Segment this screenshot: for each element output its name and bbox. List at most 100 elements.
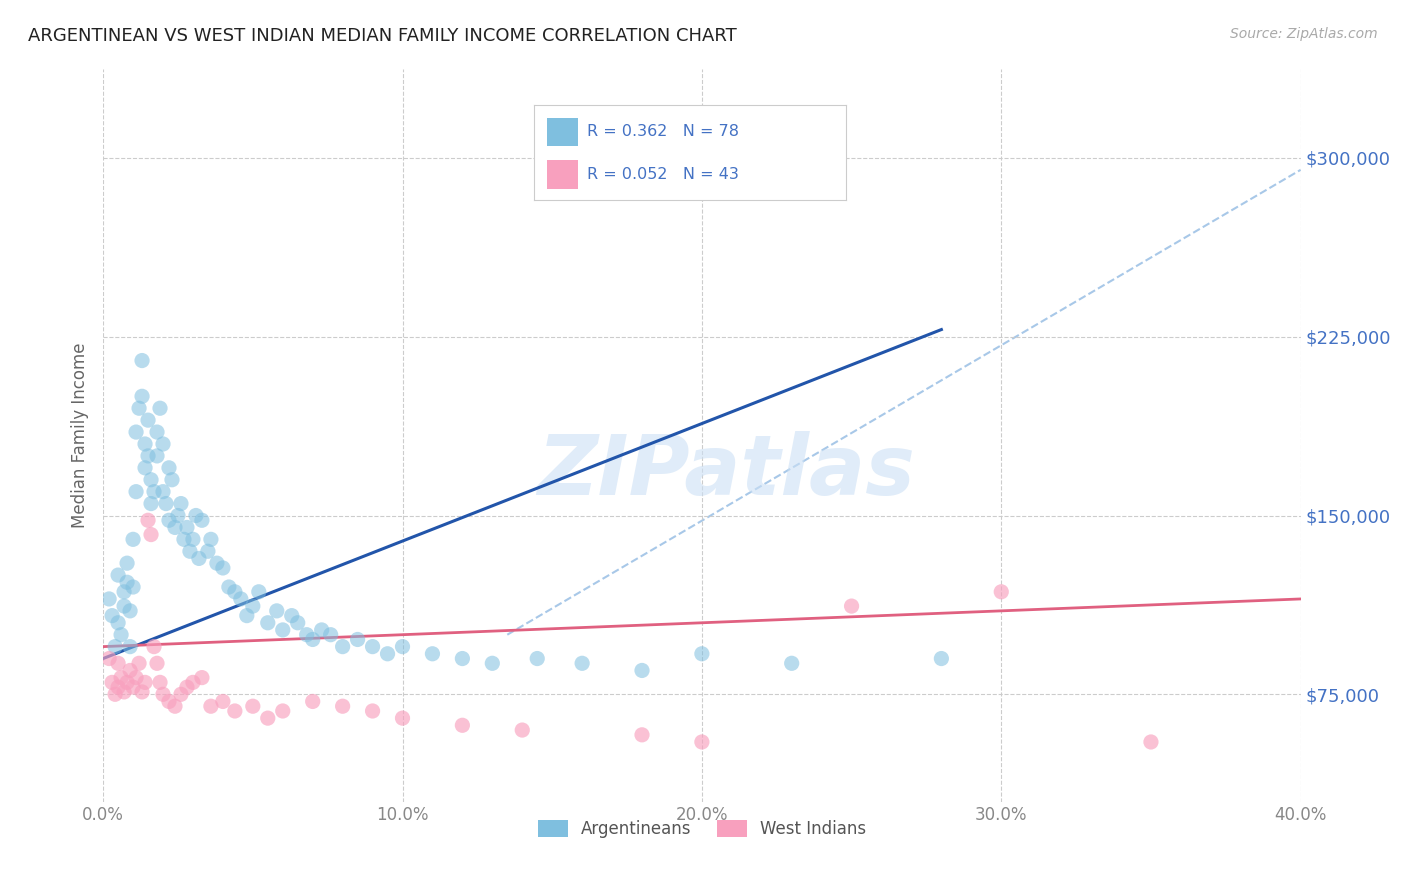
Y-axis label: Median Family Income: Median Family Income [72, 343, 89, 528]
Point [170, 497, 193, 511]
Point [173, 533, 195, 547]
Point [157, 513, 180, 527]
Point [136, 413, 159, 427]
Point [212, 694, 235, 708]
Point [136, 513, 159, 527]
Point [134, 460, 156, 475]
Point [510, 723, 533, 737]
Point [143, 484, 166, 499]
Point [143, 640, 166, 654]
Point [120, 640, 142, 654]
Point [101, 608, 124, 623]
Point [179, 544, 201, 558]
Point [631, 664, 654, 678]
Point [256, 615, 278, 630]
Point [139, 473, 162, 487]
Point [229, 591, 252, 606]
Point [361, 704, 384, 718]
Point [377, 647, 399, 661]
Point [391, 711, 413, 725]
Point [451, 718, 474, 732]
Point [107, 657, 129, 671]
Point [98, 591, 121, 606]
Point [120, 664, 142, 678]
Point [170, 687, 193, 701]
Point [125, 671, 148, 685]
Point [301, 694, 323, 708]
Text: ZIPatlas: ZIPatlas [537, 431, 915, 512]
Point [146, 449, 169, 463]
Point [205, 556, 228, 570]
Point [157, 694, 180, 708]
Point [115, 575, 138, 590]
Point [112, 584, 135, 599]
Point [319, 628, 342, 642]
Legend: Argentineans, West Indians: Argentineans, West Indians [531, 813, 873, 845]
Point [101, 675, 124, 690]
Point [346, 632, 368, 647]
Point [571, 657, 593, 671]
Point [128, 657, 150, 671]
Point [98, 651, 121, 665]
Point [181, 533, 204, 547]
Point [236, 608, 259, 623]
Point [481, 657, 503, 671]
Point [139, 527, 162, 541]
Point [256, 711, 278, 725]
Point [200, 699, 222, 714]
Point [176, 520, 198, 534]
Point [451, 651, 474, 665]
Point [287, 615, 309, 630]
Point [115, 675, 138, 690]
Point [990, 584, 1012, 599]
Point [212, 561, 235, 575]
Point [131, 389, 153, 403]
Point [690, 647, 713, 661]
Point [152, 484, 174, 499]
Point [122, 533, 145, 547]
Point [301, 632, 323, 647]
Point [110, 628, 132, 642]
Point [146, 657, 169, 671]
Point [391, 640, 413, 654]
Point [104, 687, 127, 701]
Point [149, 675, 172, 690]
Point [187, 551, 209, 566]
Point [134, 437, 156, 451]
Text: ARGENTINEAN VS WEST INDIAN MEDIAN FAMILY INCOME CORRELATION CHART: ARGENTINEAN VS WEST INDIAN MEDIAN FAMILY… [28, 27, 737, 45]
Point [120, 604, 142, 618]
Point [271, 704, 294, 718]
Point [155, 497, 177, 511]
Point [131, 353, 153, 368]
Point [131, 685, 153, 699]
Point [332, 640, 354, 654]
Point [780, 657, 803, 671]
Point [128, 401, 150, 416]
Point [115, 556, 138, 570]
Point [266, 604, 288, 618]
Point [157, 460, 180, 475]
Point [332, 699, 354, 714]
Point [107, 568, 129, 582]
Point [191, 513, 214, 527]
Point [112, 599, 135, 613]
Point [422, 647, 444, 661]
Point [176, 680, 198, 694]
Point [167, 508, 190, 523]
Point [107, 680, 129, 694]
Point [122, 580, 145, 594]
Point [163, 520, 186, 534]
Point [242, 699, 264, 714]
Point [181, 675, 204, 690]
Point [200, 533, 222, 547]
Point [152, 437, 174, 451]
Point [197, 544, 219, 558]
Point [163, 699, 186, 714]
Point [125, 425, 148, 439]
Point [146, 425, 169, 439]
Point [104, 640, 127, 654]
Point [280, 608, 302, 623]
Point [224, 704, 246, 718]
Point [125, 484, 148, 499]
Point [1140, 735, 1163, 749]
